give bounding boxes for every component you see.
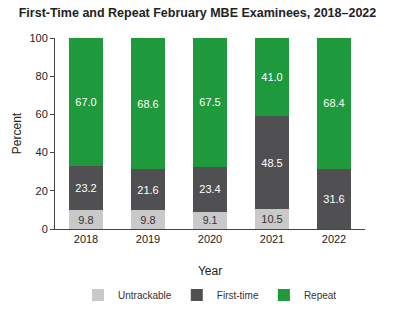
svg-text:41.0: 41.0 (261, 71, 282, 83)
svg-text:23.4: 23.4 (199, 183, 220, 195)
svg-text:9.8: 9.8 (78, 214, 93, 226)
svg-text:0: 0 (42, 223, 48, 235)
svg-text:23.2: 23.2 (75, 182, 96, 194)
svg-text:2019: 2019 (136, 233, 160, 245)
svg-text:9.8: 9.8 (140, 214, 155, 226)
svg-text:40: 40 (36, 146, 48, 158)
svg-text:2021: 2021 (260, 233, 284, 245)
svg-text:80: 80 (36, 70, 48, 82)
svg-text:Repeat: Repeat (304, 290, 336, 301)
svg-text:68.6: 68.6 (137, 98, 158, 110)
svg-text:10.5: 10.5 (261, 213, 282, 225)
svg-text:First-Time and Repeat February: First-Time and Repeat February MBE Exami… (19, 6, 377, 20)
svg-text:67.5: 67.5 (199, 96, 220, 108)
svg-text:Percent: Percent (10, 112, 24, 154)
svg-text:2018: 2018 (74, 233, 98, 245)
svg-text:21.6: 21.6 (137, 184, 158, 196)
svg-text:100: 100 (29, 32, 47, 44)
svg-text:2020: 2020 (198, 233, 222, 245)
svg-text:2022: 2022 (322, 233, 346, 245)
svg-text:Untrackable: Untrackable (118, 290, 172, 301)
svg-text:9.1: 9.1 (203, 215, 218, 226)
svg-text:31.6: 31.6 (323, 193, 344, 205)
svg-text:48.5: 48.5 (261, 157, 282, 169)
svg-text:First-time: First-time (217, 290, 259, 301)
svg-text:20: 20 (36, 185, 48, 197)
svg-text:67.0: 67.0 (75, 96, 96, 108)
svg-text:60: 60 (36, 108, 48, 120)
svg-text:Year: Year (198, 264, 222, 278)
svg-text:68.4: 68.4 (323, 97, 344, 109)
